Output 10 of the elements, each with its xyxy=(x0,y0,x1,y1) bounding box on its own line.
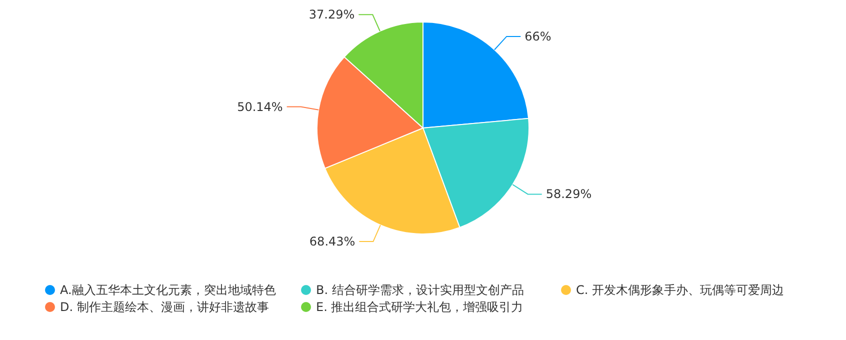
legend-label: C. 开发木偶形象手办、玩偶等可爱周边 xyxy=(576,283,784,297)
legend-label: D. 制作主题绘本、漫画，讲好非遗故事 xyxy=(60,300,269,314)
data-label: 68.43% xyxy=(309,234,356,249)
legend-label: A.融入五华本土文化元素，突出地域特色 xyxy=(60,283,276,297)
legend-label: B. 结合研学需求，设计实用型文创产品 xyxy=(316,283,524,297)
legend-label: E. 推出组合式研学大礼包，增强吸引力 xyxy=(316,300,524,314)
data-label: 66% xyxy=(524,29,552,44)
data-label: 37.29% xyxy=(308,8,355,22)
data-label: 50.14% xyxy=(237,100,283,114)
data-label: 58.29% xyxy=(546,187,592,202)
